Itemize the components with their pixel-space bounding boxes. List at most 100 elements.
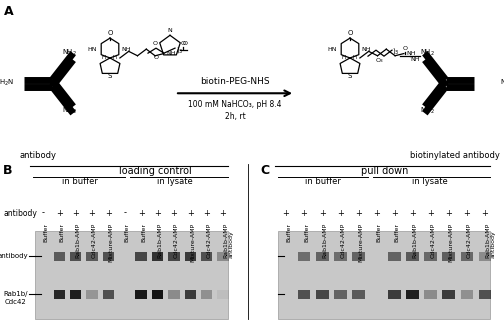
Text: antibody: antibody <box>0 253 28 259</box>
Text: +: + <box>170 209 177 217</box>
FancyBboxPatch shape <box>352 251 365 260</box>
Text: +: + <box>446 209 452 217</box>
Text: 100 mM NaHCO₃, pH 8.4: 100 mM NaHCO₃, pH 8.4 <box>188 100 282 109</box>
Text: biotin-PEG-NHS: biotin-PEG-NHS <box>200 77 270 86</box>
Text: +: + <box>72 209 79 217</box>
FancyBboxPatch shape <box>152 251 163 260</box>
Text: )$_3$: )$_3$ <box>176 45 183 55</box>
Text: Cdc42-AMP: Cdc42-AMP <box>431 223 436 258</box>
FancyBboxPatch shape <box>86 290 98 298</box>
FancyBboxPatch shape <box>461 251 473 260</box>
Text: +: + <box>355 209 362 217</box>
Text: O: O <box>180 41 185 46</box>
FancyBboxPatch shape <box>53 290 65 298</box>
Text: pull down: pull down <box>361 166 409 176</box>
Text: -: - <box>123 209 127 217</box>
FancyBboxPatch shape <box>201 251 212 260</box>
FancyBboxPatch shape <box>35 231 228 319</box>
Text: Rab1b-AMP: Rab1b-AMP <box>322 223 327 258</box>
Text: A: A <box>4 5 14 18</box>
FancyBboxPatch shape <box>316 251 329 260</box>
Text: loading control: loading control <box>118 166 192 176</box>
FancyBboxPatch shape <box>316 290 329 298</box>
Text: -: - <box>41 209 44 217</box>
Text: +: + <box>105 209 112 217</box>
Text: in lysate: in lysate <box>412 177 448 186</box>
Text: +: + <box>373 209 380 217</box>
Text: B: B <box>3 164 13 177</box>
Text: +: + <box>464 209 470 217</box>
Text: N: N <box>168 28 172 33</box>
Text: Cdc42-AMP: Cdc42-AMP <box>340 223 345 258</box>
Text: S: S <box>348 73 352 79</box>
Text: NH$_2$: NH$_2$ <box>62 48 77 58</box>
Text: NH: NH <box>166 51 175 56</box>
FancyBboxPatch shape <box>184 251 196 260</box>
Text: NH$_2$: NH$_2$ <box>500 78 504 88</box>
Text: +: + <box>89 209 96 217</box>
Text: Buffer: Buffer <box>43 223 48 242</box>
Text: Buffer: Buffer <box>286 223 291 242</box>
Text: +: + <box>56 209 63 217</box>
Text: NH$_2$: NH$_2$ <box>62 106 77 116</box>
Text: Cdc42-AMP: Cdc42-AMP <box>174 223 179 258</box>
Text: Rab1b-AMP: Rab1b-AMP <box>76 223 81 258</box>
Text: +: + <box>409 209 416 217</box>
Text: O: O <box>107 30 113 36</box>
Text: Buffer: Buffer <box>376 223 382 242</box>
Text: O: O <box>152 40 157 46</box>
FancyBboxPatch shape <box>388 251 401 260</box>
Text: O: O <box>347 30 353 36</box>
Text: +: + <box>319 209 326 217</box>
FancyBboxPatch shape <box>479 290 491 298</box>
Text: biotinylated antibody: biotinylated antibody <box>410 151 500 160</box>
FancyBboxPatch shape <box>352 290 365 298</box>
FancyBboxPatch shape <box>443 251 455 260</box>
Text: Buffer: Buffer <box>125 223 130 242</box>
FancyBboxPatch shape <box>217 251 229 260</box>
Text: antibody: antibody <box>20 151 56 160</box>
Text: C: C <box>260 164 269 177</box>
Text: H: H <box>101 55 105 61</box>
FancyBboxPatch shape <box>479 251 491 260</box>
Text: H: H <box>352 55 356 61</box>
Text: H$_2$N: H$_2$N <box>0 78 14 88</box>
Text: +: + <box>203 209 210 217</box>
Text: O: O <box>403 46 408 51</box>
FancyBboxPatch shape <box>184 290 196 298</box>
Text: NH: NH <box>361 47 370 52</box>
FancyBboxPatch shape <box>86 251 98 260</box>
Text: antibody: antibody <box>3 209 37 217</box>
FancyBboxPatch shape <box>103 290 114 298</box>
Text: Rab1b-AMP: Rab1b-AMP <box>413 223 418 258</box>
FancyBboxPatch shape <box>461 290 473 298</box>
Text: Cdc42-AMP: Cdc42-AMP <box>92 223 97 258</box>
Text: +: + <box>138 209 145 217</box>
Text: H: H <box>341 55 345 61</box>
Text: 2h, rt: 2h, rt <box>225 112 245 121</box>
FancyBboxPatch shape <box>168 251 179 260</box>
Text: +: + <box>337 209 344 217</box>
Text: Cdc42-AMP: Cdc42-AMP <box>207 223 212 258</box>
Text: in buffer: in buffer <box>305 177 341 186</box>
Text: Mixture-AMP: Mixture-AMP <box>191 223 195 262</box>
FancyBboxPatch shape <box>406 251 419 260</box>
Text: +: + <box>301 209 307 217</box>
FancyBboxPatch shape <box>152 290 163 298</box>
FancyBboxPatch shape <box>70 251 82 260</box>
Text: +: + <box>481 209 488 217</box>
Text: +: + <box>427 209 434 217</box>
Text: H: H <box>112 55 116 61</box>
Text: NH$_2$: NH$_2$ <box>420 106 435 116</box>
Text: )$_3$: )$_3$ <box>392 46 400 56</box>
Text: Rab1b-AMP
antibody: Rab1b-AMP antibody <box>223 223 234 258</box>
Text: in lysate: in lysate <box>157 177 193 186</box>
Text: HN: HN <box>87 47 97 52</box>
Text: Mixture-AMP: Mixture-AMP <box>449 223 454 262</box>
FancyBboxPatch shape <box>136 251 147 260</box>
FancyBboxPatch shape <box>298 290 310 298</box>
Text: O$_3$: O$_3$ <box>375 56 385 65</box>
FancyBboxPatch shape <box>406 290 419 298</box>
FancyBboxPatch shape <box>70 290 82 298</box>
FancyBboxPatch shape <box>388 290 401 298</box>
